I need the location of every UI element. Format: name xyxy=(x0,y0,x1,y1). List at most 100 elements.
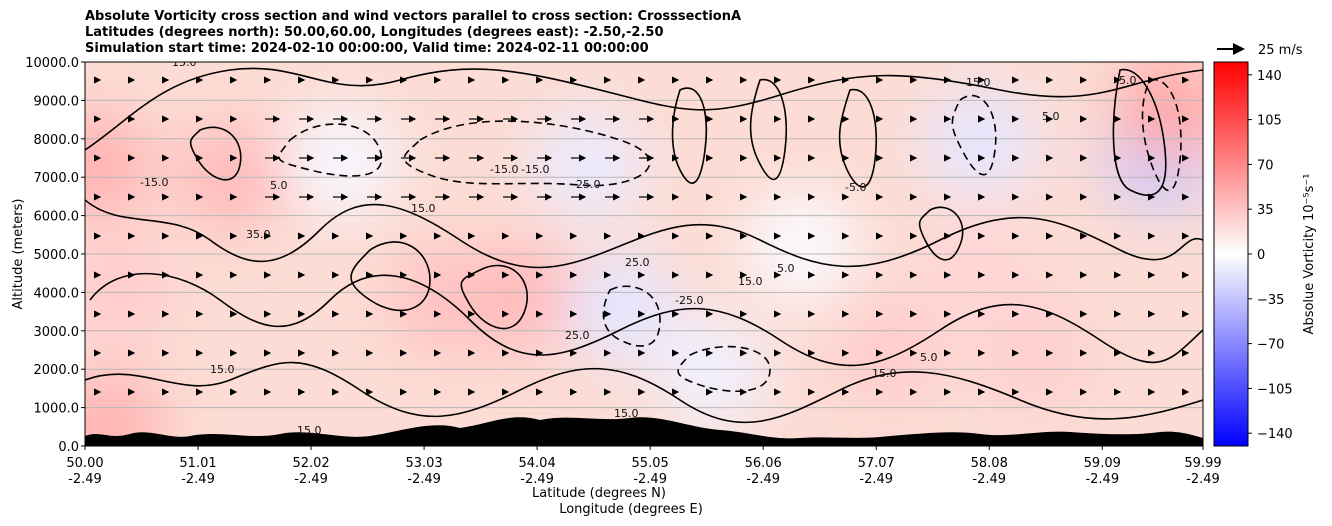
contour-line xyxy=(403,120,651,187)
contour-lines xyxy=(85,67,1203,424)
contour-line xyxy=(749,78,788,181)
y-tick-label: 6000.0 xyxy=(34,210,80,225)
y-tick-label: 0.0 xyxy=(58,440,79,455)
contour-label: 15.0 xyxy=(172,56,197,69)
contour-label: -15.0 xyxy=(962,76,990,89)
colorbar-ticks: 140 105 70 35 0 −35 −70 −105 −140 xyxy=(1248,69,1293,442)
colorbar-tick-label: 0 xyxy=(1257,248,1265,263)
colorbar-label: Absolue Vorticity 10⁻⁵s⁻¹ xyxy=(1302,174,1317,335)
contour-label: 5.0 xyxy=(920,351,938,364)
contour-line xyxy=(918,206,964,261)
contour-line xyxy=(951,94,997,176)
contour-label: 15.0 xyxy=(210,363,235,376)
contour-line xyxy=(85,67,1203,151)
x-tick-label-lon: -2.49 xyxy=(746,472,780,487)
vorticity-region xyxy=(925,214,1036,325)
terrain xyxy=(85,417,1203,446)
x-tick-label-lon: -2.49 xyxy=(407,472,441,487)
contour-label: -25.0 xyxy=(572,178,600,191)
contour-label: 25.0 xyxy=(565,329,590,342)
contour-line xyxy=(677,345,771,393)
x-axis-label-latitude: Latitude (degrees N) xyxy=(532,486,666,501)
vorticity-region xyxy=(746,191,857,302)
x-tick-label-lon: -2.49 xyxy=(1085,472,1119,487)
y-tick-label: 2000.0 xyxy=(34,363,80,378)
colorbar-tick-label: −70 xyxy=(1257,338,1284,353)
x-axis: 50.00-2.4951.01-2.4952.02-2.4953.03-2.49… xyxy=(66,446,1222,487)
contour-label: -5.0 xyxy=(1115,74,1136,87)
terrain-shape xyxy=(85,417,1203,446)
vorticity-region xyxy=(1115,62,1203,164)
y-tick-label: 9000.0 xyxy=(34,94,80,109)
x-tick-label-lat: 57.07 xyxy=(858,456,895,471)
colorbar-tick-label: −35 xyxy=(1257,293,1284,308)
x-tick-label-lat: 53.03 xyxy=(405,456,442,471)
vorticity-region xyxy=(981,298,1092,409)
contour-line xyxy=(89,272,1203,367)
contour-labels: 15.0 -15.0 35.0 5.0 15.0 -15.0 -15.0 -25… xyxy=(140,56,1136,437)
chart-title-line-2: Latitudes (degrees north): 50.00,60.00, … xyxy=(85,25,664,40)
x-tick-label-lat: 54.04 xyxy=(519,456,556,471)
y-tick-label: 7000.0 xyxy=(34,171,80,186)
x-tick-label-lon: -2.49 xyxy=(859,472,893,487)
contour-line xyxy=(671,87,708,184)
y-axis-label: Altitude (meters) xyxy=(11,199,26,310)
colorbar xyxy=(1213,61,1249,447)
colorbar-tick-label: 70 xyxy=(1257,158,1274,173)
colorbar-tick-label: −140 xyxy=(1257,427,1293,442)
contour-label: 15.0 xyxy=(614,407,639,420)
contour-line xyxy=(189,126,242,181)
x-tick-label-lon: -2.49 xyxy=(294,472,328,487)
x-tick-label-lat: 56.06 xyxy=(745,456,782,471)
x-tick-label-lon: -2.49 xyxy=(181,472,215,487)
x-axis-label-longitude: Longitude (degrees E) xyxy=(559,502,703,517)
x-tick-label-lon: -2.49 xyxy=(520,472,554,487)
colorbar-tick-label: 35 xyxy=(1257,203,1274,218)
x-tick-label-lat: 59.99 xyxy=(1184,456,1221,471)
x-tick-label-lat: 55.05 xyxy=(632,456,669,471)
contour-label: -15.0 xyxy=(490,163,518,176)
wind-vectors xyxy=(94,76,1190,396)
contour-label: 25.0 xyxy=(625,256,650,269)
vorticity-region xyxy=(656,318,767,429)
contour-label: 5.0 xyxy=(270,179,288,192)
vorticity-region xyxy=(466,241,577,352)
contour-line xyxy=(85,199,1203,269)
contour-label: 35.0 xyxy=(246,228,271,241)
chart-title-line-3: Simulation start time: 2024-02-10 00:00:… xyxy=(85,41,649,56)
y-tick-label: 10000.0 xyxy=(25,56,79,71)
contour-label: -15.0 xyxy=(140,176,168,189)
contour-line xyxy=(1141,78,1182,192)
contour-line xyxy=(602,285,661,347)
chart-title-line-1: Absolute Vorticity cross section and win… xyxy=(85,9,742,24)
x-tick-label-lon: -2.49 xyxy=(1186,472,1220,487)
contour-line xyxy=(460,264,528,330)
x-tick-label-lat: 52.02 xyxy=(292,456,329,471)
y-axis: 0.0 1000.0 2000.0 3000.0 4000.0 5000.0 6000.0 7… xyxy=(25,56,85,455)
contour-label: 15.0 xyxy=(411,202,436,215)
y-tick-label: 3000.0 xyxy=(34,325,80,340)
y-tick-label: 5000.0 xyxy=(34,248,80,263)
y-tick-label: 4000.0 xyxy=(34,286,80,301)
contour-line xyxy=(85,361,1203,424)
x-tick-label-lon: -2.49 xyxy=(68,472,102,487)
plot-area: 15.0 -15.0 35.0 5.0 15.0 -15.0 -15.0 -25… xyxy=(85,56,1203,446)
x-tick-label-lat: 51.01 xyxy=(179,456,216,471)
vorticity-region xyxy=(835,295,946,405)
contour-label: -25.0 xyxy=(675,294,703,307)
colorbar-tick-label: 105 xyxy=(1257,114,1282,129)
vorticity-region xyxy=(925,87,1036,198)
contour-line xyxy=(838,88,878,188)
contour-label: 15.0 xyxy=(738,275,763,288)
x-tick-label-lon: -2.49 xyxy=(633,472,667,487)
vorticity-region xyxy=(287,106,398,217)
vorticity-region xyxy=(85,371,163,446)
vorticity-region xyxy=(85,110,152,221)
x-tick-label-lat: 58.08 xyxy=(971,456,1008,471)
colorbar-tick-label: −105 xyxy=(1257,382,1293,397)
contour-line xyxy=(278,123,383,177)
quiver-key-label: 25 m/s xyxy=(1258,43,1303,58)
contour-label: 5.0 xyxy=(777,262,795,275)
x-tick-label-lat: 50.00 xyxy=(66,456,103,471)
